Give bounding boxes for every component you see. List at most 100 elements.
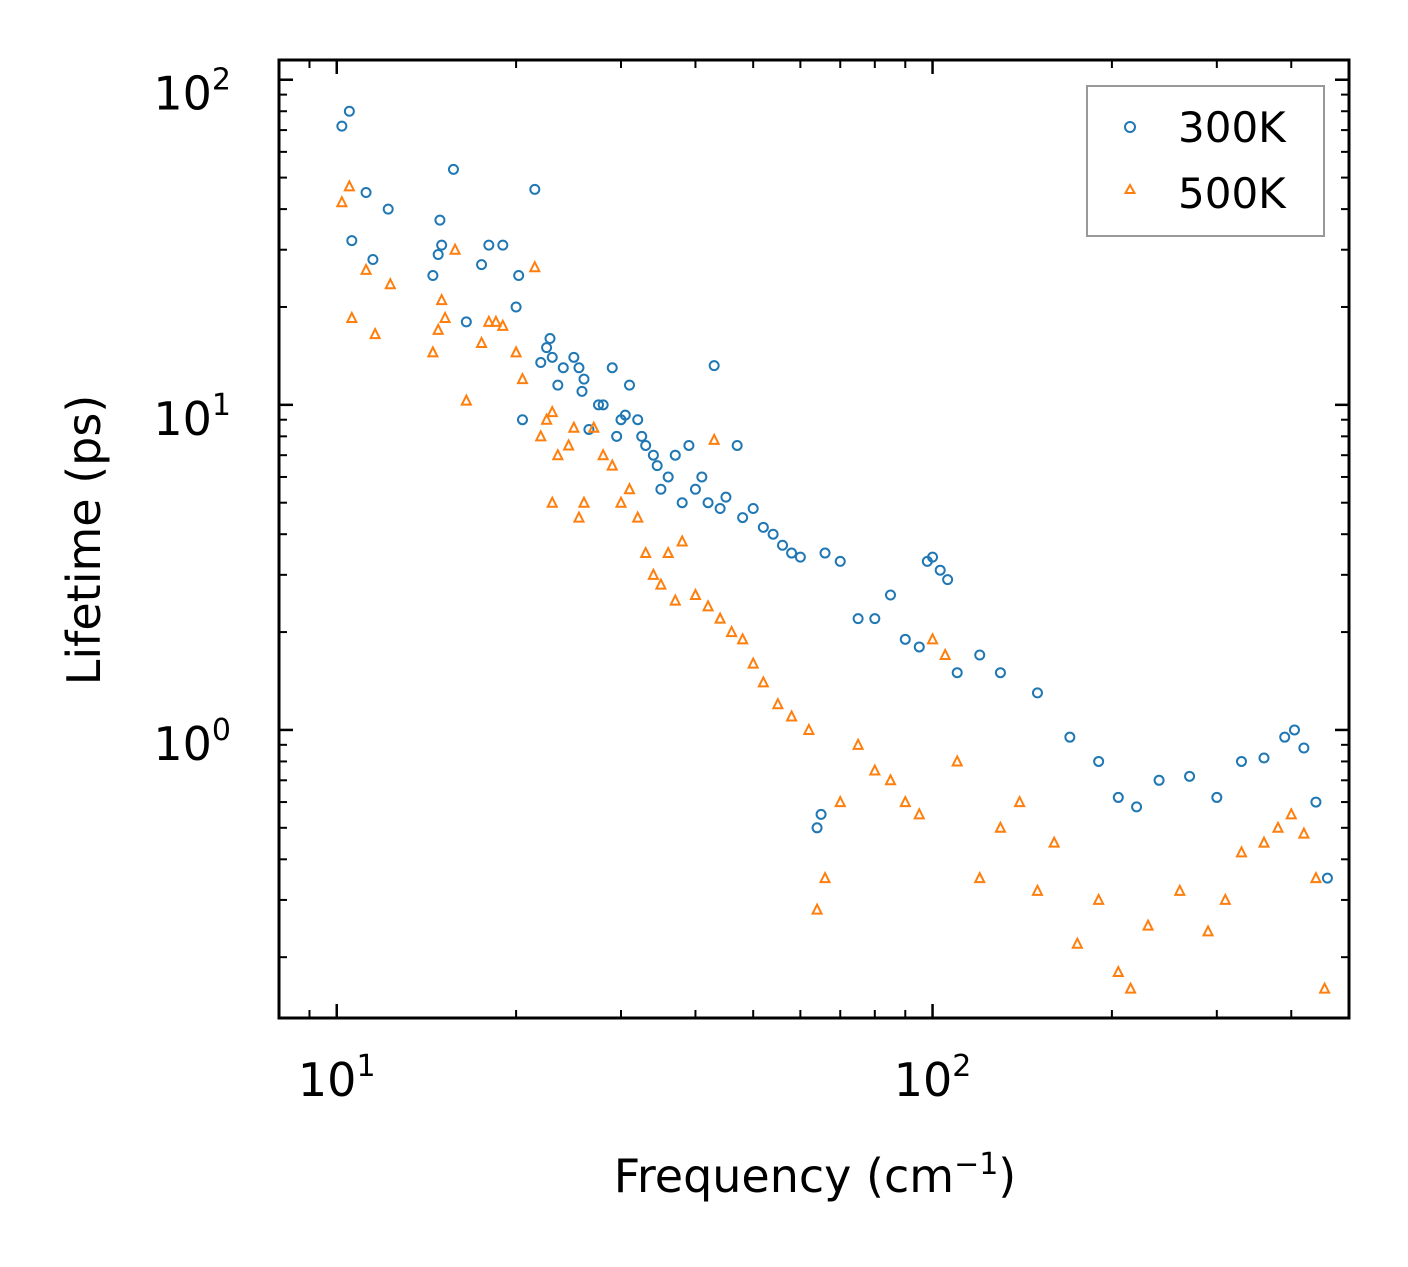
x-axis-label: Frequency (cm−1) bbox=[614, 1147, 1017, 1203]
point-300k-78 bbox=[1064, 731, 1076, 743]
point-300k-9 bbox=[436, 239, 448, 251]
point-300k-81 bbox=[1131, 801, 1143, 813]
point-300k-88 bbox=[1288, 724, 1300, 736]
point-500k-53 bbox=[834, 794, 847, 808]
point-500k-19 bbox=[534, 429, 547, 442]
point-500k-28 bbox=[587, 420, 600, 433]
point-300k-58 bbox=[777, 539, 789, 551]
point-300k-5 bbox=[382, 203, 394, 215]
point-500k-32 bbox=[623, 482, 636, 495]
point-300k-71 bbox=[927, 551, 939, 563]
point-300k-82 bbox=[1153, 774, 1165, 786]
point-300k-63 bbox=[819, 547, 831, 559]
point-500k-72 bbox=[1173, 883, 1186, 896]
point-500k-33 bbox=[631, 510, 644, 523]
point-300k-59 bbox=[786, 547, 798, 559]
x-axis-label-tail: ) bbox=[998, 1149, 1016, 1203]
point-500k-42 bbox=[708, 432, 721, 445]
point-500k-80 bbox=[1309, 870, 1323, 884]
point-500k-55 bbox=[868, 763, 881, 776]
point-300k-53 bbox=[731, 439, 743, 451]
point-300k-26 bbox=[573, 362, 585, 374]
point-500k-54 bbox=[851, 737, 865, 750]
point-500k-63 bbox=[994, 820, 1007, 833]
point-500k-35 bbox=[647, 567, 660, 580]
point-300k-48 bbox=[696, 471, 708, 483]
point-300k-25 bbox=[568, 351, 580, 363]
point-500k-66 bbox=[1048, 835, 1061, 848]
point-300k-20 bbox=[541, 342, 553, 354]
point-500k-73 bbox=[1201, 924, 1215, 937]
point-300k-40 bbox=[647, 449, 659, 461]
legend-label-500k: 500K bbox=[1178, 169, 1287, 218]
point-300k-41 bbox=[651, 460, 663, 472]
point-300k-15 bbox=[510, 301, 522, 313]
point-300k-42 bbox=[655, 483, 667, 495]
point-500k-77 bbox=[1271, 820, 1285, 833]
point-300k-67 bbox=[884, 589, 896, 601]
point-300k-39 bbox=[640, 439, 652, 451]
point-300k-32 bbox=[606, 362, 618, 374]
point-500k-12 bbox=[475, 335, 488, 348]
point-500k-69 bbox=[1112, 964, 1125, 978]
point-500k-26 bbox=[572, 510, 586, 523]
tick-labels: 101 102 100 101 102 bbox=[153, 63, 971, 1107]
point-500k-29 bbox=[597, 447, 610, 461]
point-500k-46 bbox=[747, 656, 760, 669]
point-300k-87 bbox=[1279, 731, 1291, 743]
point-300k-73 bbox=[942, 574, 954, 586]
point-500k-44 bbox=[725, 624, 738, 638]
point-500k-0 bbox=[335, 194, 348, 208]
point-300k-50 bbox=[708, 360, 720, 372]
point-300k-38 bbox=[636, 430, 648, 442]
point-500k-37 bbox=[662, 545, 675, 559]
point-300k-84 bbox=[1211, 791, 1223, 803]
point-300k-29 bbox=[583, 423, 595, 435]
point-300k-35 bbox=[619, 409, 631, 421]
point-300k-80 bbox=[1112, 791, 1124, 803]
point-300k-47 bbox=[689, 483, 701, 495]
point-300k-65 bbox=[852, 613, 864, 625]
point-500k-45 bbox=[736, 632, 749, 645]
y-tick-label-100: 102 bbox=[153, 63, 231, 121]
point-300k-72 bbox=[934, 564, 946, 576]
point-300k-13 bbox=[483, 239, 495, 251]
point-500k-5 bbox=[384, 276, 397, 290]
point-300k-11 bbox=[460, 316, 472, 328]
point-300k-43 bbox=[662, 471, 674, 483]
scatter-markers bbox=[335, 105, 1333, 994]
point-300k-77 bbox=[1031, 687, 1043, 699]
point-300k-68 bbox=[899, 633, 911, 645]
point-300k-10 bbox=[447, 163, 459, 175]
point-500k-81 bbox=[1318, 981, 1331, 994]
point-500k-31 bbox=[614, 495, 628, 508]
point-500k-9 bbox=[438, 310, 452, 323]
point-300k-89 bbox=[1298, 742, 1310, 754]
point-500k-58 bbox=[913, 807, 926, 820]
point-300k-46 bbox=[683, 439, 695, 451]
point-500k-21 bbox=[546, 404, 559, 418]
point-300k-28 bbox=[576, 385, 588, 397]
point-300k-22 bbox=[546, 351, 558, 363]
point-500k-67 bbox=[1071, 936, 1084, 949]
point-500k-22 bbox=[546, 495, 559, 508]
point-500k-36 bbox=[654, 577, 668, 590]
plot-frame bbox=[277, 58, 1351, 1020]
point-300k-56 bbox=[757, 521, 769, 533]
point-500k-56 bbox=[884, 773, 897, 786]
point-300k-75 bbox=[974, 649, 986, 661]
point-300k-85 bbox=[1235, 755, 1247, 767]
point-300k-30 bbox=[592, 399, 604, 411]
point-500k-64 bbox=[1013, 794, 1026, 808]
point-500k-76 bbox=[1257, 835, 1271, 848]
point-300k-54 bbox=[737, 512, 749, 524]
point-500k-40 bbox=[689, 587, 702, 601]
point-500k-70 bbox=[1124, 981, 1137, 994]
point-300k-18 bbox=[529, 183, 541, 195]
point-300k-21 bbox=[544, 332, 556, 344]
legend-marker-300k bbox=[1124, 121, 1136, 133]
point-300k-66 bbox=[869, 613, 881, 625]
point-300k-61 bbox=[811, 822, 823, 834]
point-500k-48 bbox=[771, 696, 784, 710]
